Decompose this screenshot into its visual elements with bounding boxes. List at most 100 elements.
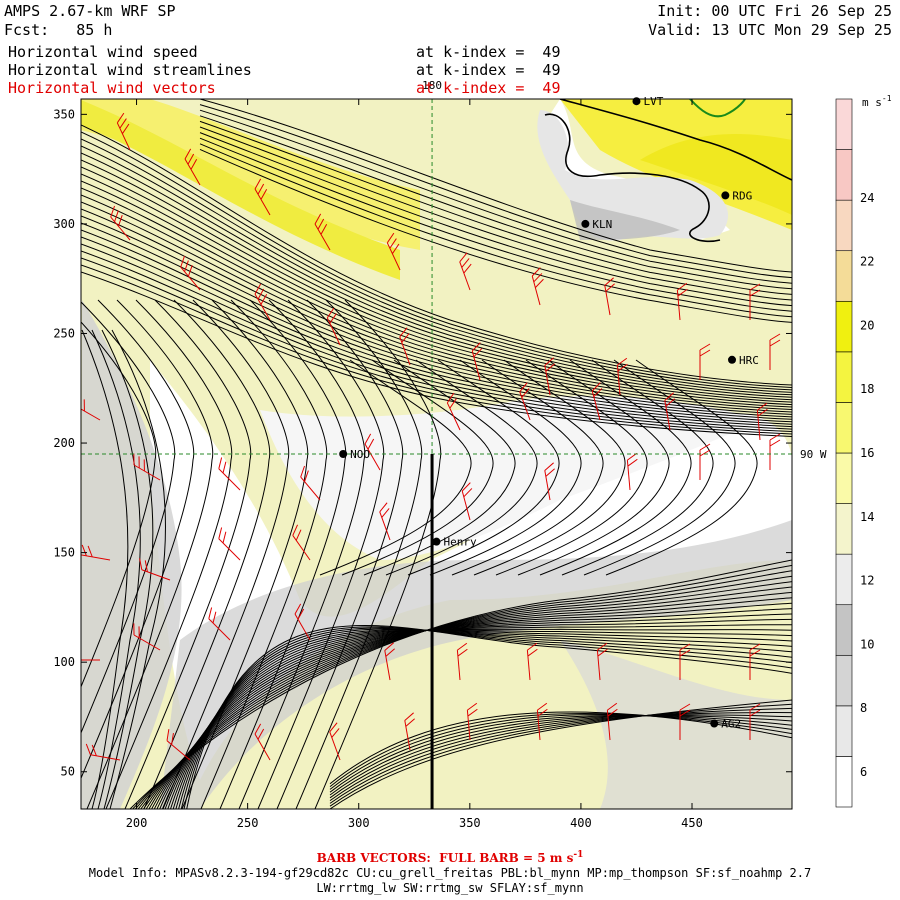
y-tick-label: 350 (53, 107, 75, 121)
streamline (151, 602, 792, 809)
wind-barb (386, 232, 401, 271)
streamline (180, 627, 792, 809)
streamline (329, 714, 792, 793)
streamline (91, 329, 141, 809)
wind-barb (184, 148, 201, 186)
streamline (153, 608, 792, 809)
wind-barb (604, 277, 615, 316)
streamline (199, 120, 792, 295)
wind-barb (116, 112, 131, 151)
x-axis: 200 250 300 350 400 450 (126, 99, 703, 830)
streamline (101, 329, 154, 809)
streamline (276, 299, 404, 809)
wind-barb (749, 703, 761, 740)
streamline (199, 104, 792, 279)
y-axis: 350 300 250 200 150 100 50 (53, 107, 792, 779)
streamline (81, 329, 129, 809)
streamline (170, 629, 792, 809)
y-tick-label: 200 (53, 436, 75, 450)
streamline (109, 329, 166, 809)
wind-barb (139, 558, 171, 581)
streamline (81, 159, 792, 398)
colorbar-swatch (835, 351, 853, 403)
wind-barb (85, 743, 121, 761)
colorbar-swatch (835, 98, 853, 150)
wind-barb (314, 213, 331, 251)
barb-legend: BARB VECTORS: FULL BARB = 5 m s-1 (316, 850, 584, 865)
map-frame (80, 98, 793, 810)
streamline (145, 591, 792, 809)
streamline (81, 215, 792, 418)
streamline (314, 299, 442, 809)
station-dot (581, 219, 590, 228)
station-label-henry: Henry (444, 536, 477, 549)
streamline (81, 194, 792, 410)
streamline (329, 707, 792, 804)
wind-barb (679, 703, 691, 740)
colorbar-label: 12 (860, 574, 874, 588)
wind-barb (519, 382, 531, 421)
wind-barb (769, 333, 781, 370)
colorbar-label: 10 (860, 637, 874, 651)
station-dot (710, 719, 719, 728)
wind-barb (133, 623, 161, 651)
station-dot (632, 97, 641, 106)
streamline (81, 264, 792, 435)
init-time: Init: 00 UTC Fri 26 Sep 25 (657, 2, 892, 20)
streamline (407, 359, 560, 576)
streamline (199, 109, 792, 284)
wind-barb (531, 267, 544, 306)
streamline (329, 703, 792, 807)
colorbar-label: 22 (860, 255, 874, 269)
wind-barb (616, 357, 628, 396)
streamline (81, 166, 792, 401)
streamline (143, 299, 271, 809)
streamline (605, 359, 758, 576)
wind-barb (399, 327, 411, 366)
wind-barb (254, 283, 271, 321)
field-name-speed: Horizontal wind speed (8, 43, 198, 61)
streamline (199, 99, 792, 273)
y-tick-label: 150 (53, 546, 75, 560)
wind-barb (292, 524, 311, 561)
colorbar-swatch (835, 452, 853, 504)
wind-barb (254, 178, 271, 216)
wind-barb (218, 457, 241, 491)
streamline (81, 301, 176, 735)
streamline (172, 629, 792, 809)
streamline (135, 570, 792, 809)
streamline (81, 257, 792, 433)
wind-barb (749, 283, 761, 320)
station-dot (728, 355, 737, 364)
field-level-streamlines: at k-index = 49 (416, 61, 561, 79)
streamline (148, 597, 792, 809)
wind-barb (329, 722, 341, 761)
wind-barbs (81, 112, 781, 761)
streamline (199, 115, 792, 290)
streamline (517, 359, 670, 576)
wind-barb (294, 603, 311, 641)
colorbar-swatch (835, 199, 853, 252)
wind-barb (81, 544, 111, 561)
wind-barb (208, 607, 231, 641)
colorbar-swatch (835, 654, 853, 707)
wind-barb (81, 659, 100, 661)
streamlines (81, 99, 792, 809)
streamline (199, 126, 792, 301)
x-tick-label: 300 (348, 816, 370, 830)
wind-barb (300, 465, 321, 501)
streamline (132, 564, 792, 809)
wind-barb (364, 433, 381, 471)
colorbar-swatch (835, 149, 853, 201)
station-label-ag2: AG2 (721, 718, 741, 731)
station-dot (721, 191, 730, 200)
colorbar-label: 16 (860, 446, 874, 460)
y-tick-label: 50 (61, 765, 75, 779)
meridian-label: 180 (422, 79, 442, 92)
streamline (81, 208, 792, 415)
wind-barb (526, 642, 538, 681)
colorbar-unit: m s-1 (862, 94, 892, 109)
station-dot (339, 450, 348, 458)
wind-barb (471, 342, 483, 381)
streamline (156, 613, 792, 809)
